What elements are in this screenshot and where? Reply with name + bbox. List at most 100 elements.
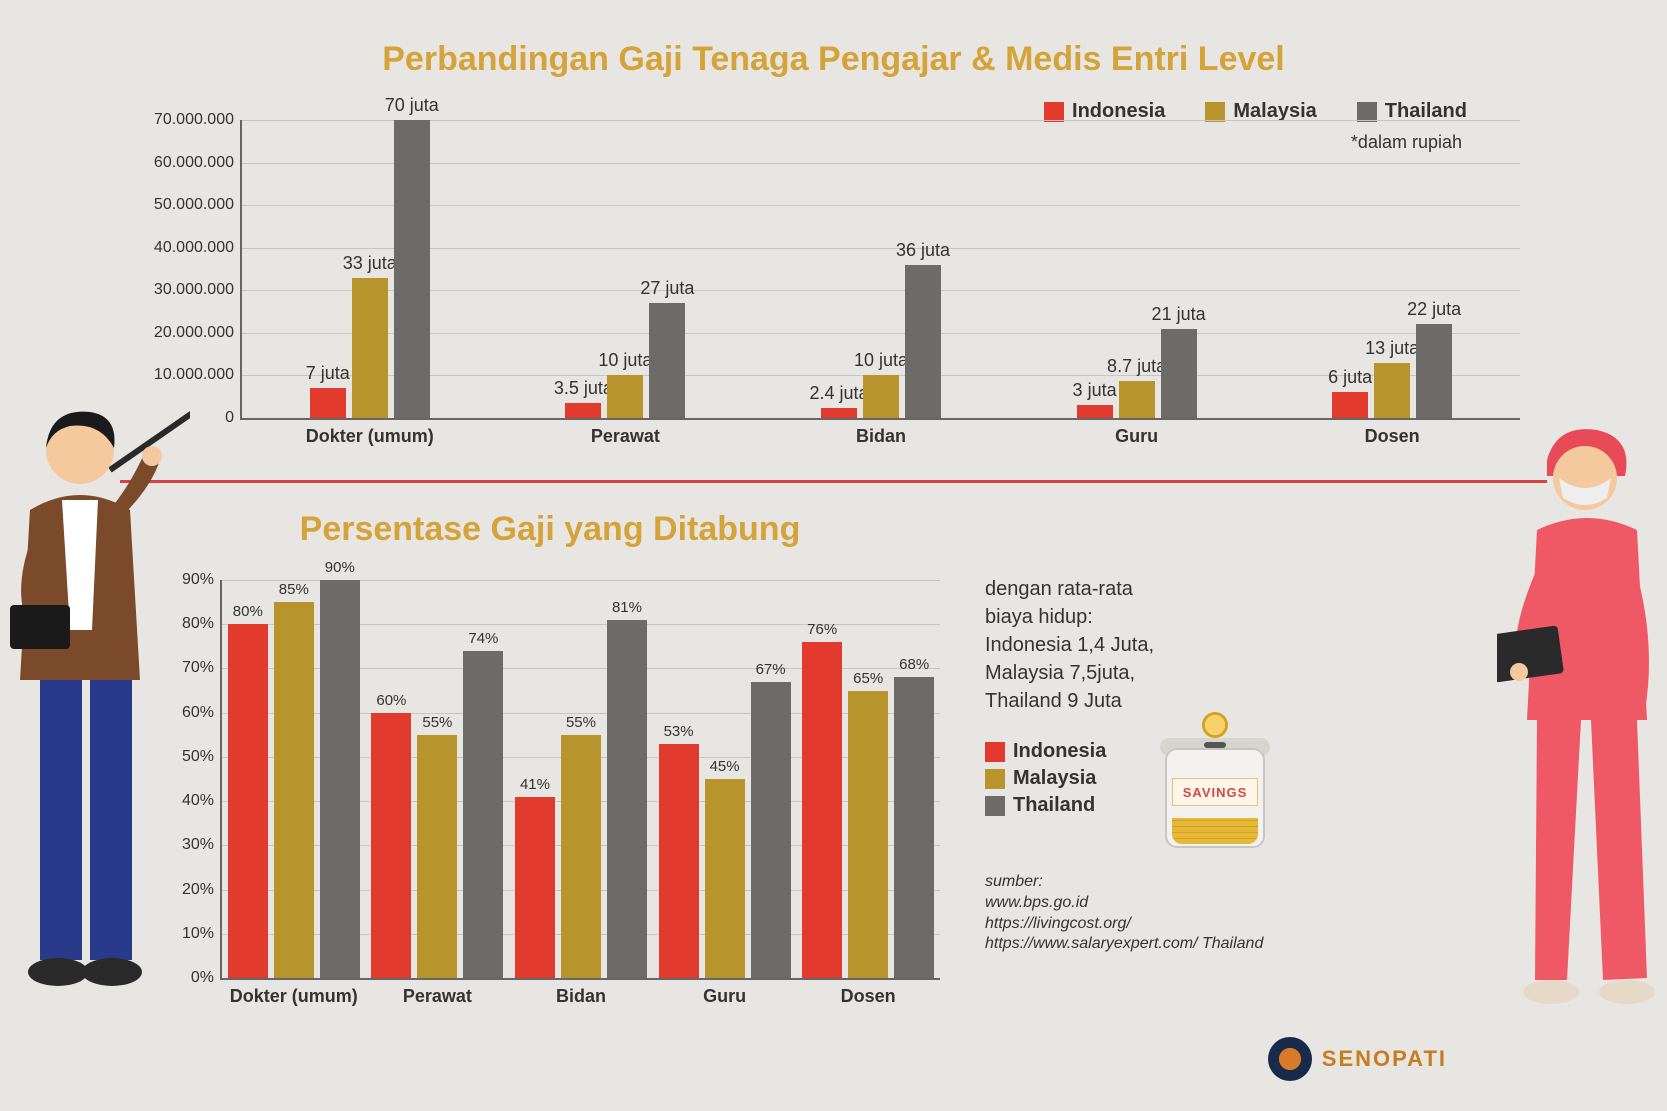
bar-thailand: 22 juta <box>1416 324 1452 418</box>
bar-malaysia: 33 juta <box>352 278 388 418</box>
bar-value-label: 6 juta <box>1328 367 1372 392</box>
bar-thailand: 27 juta <box>649 303 685 418</box>
bar-value-label: 68% <box>899 656 929 677</box>
nurse-illustration <box>1497 420 1667 1040</box>
legend-swatch <box>985 769 1005 789</box>
ytick-label: 40.000.000 <box>154 239 242 257</box>
bar-group: 41%55%81%Bidan <box>509 580 653 978</box>
bar-group: 80%85%90%Dokter (umum) <box>222 580 366 978</box>
bar-value-label: 80% <box>233 603 263 624</box>
bar-thailand: 36 juta <box>905 265 941 418</box>
bar-thailand: 21 juta <box>1161 329 1197 418</box>
source-line: www.bps.go.id <box>985 893 1263 914</box>
source-line: https://www.salaryexpert.com/ Thailand <box>985 934 1263 955</box>
chart2-plot-area: 0%10%20%30%40%50%60%70%80%90%80%85%90%Do… <box>220 580 940 980</box>
bar-group: 7 juta33 juta70 jutaDokter (umum) <box>242 120 498 418</box>
side-text-line: Malaysia 7,5juta, <box>985 659 1245 687</box>
bar-indonesia: 80% <box>228 624 268 978</box>
xtick-label: Dosen <box>1365 418 1420 447</box>
bar-value-label: 65% <box>853 670 883 691</box>
chart2-title: Persentase Gaji yang Ditabung <box>200 510 900 549</box>
bar-value-label: 7 juta <box>306 363 350 388</box>
section-divider <box>120 480 1547 483</box>
bar-value-label: 22 juta <box>1407 299 1461 324</box>
legend-swatch <box>985 796 1005 816</box>
bar-value-label: 10 juta <box>854 350 908 375</box>
chart2-title-text: Persentase Gaji yang Ditabung <box>300 510 801 548</box>
bar-group: 6 juta13 juta22 jutaDosen <box>1264 120 1520 418</box>
ytick-label: 70.000.000 <box>154 111 242 129</box>
xtick-label: Perawat <box>403 978 472 1007</box>
bar-value-label: 2.4 juta <box>809 383 868 408</box>
xtick-label: Perawat <box>591 418 660 447</box>
bar-thailand: 90% <box>320 580 360 978</box>
bar-group: 3 juta8.7 juta21 jutaGuru <box>1009 120 1265 418</box>
chart2-side-text: dengan rata-rata biaya hidup: Indonesia … <box>985 575 1245 715</box>
bar-indonesia: 6 juta <box>1332 392 1368 418</box>
bar-indonesia: 3.5 juta <box>565 403 601 418</box>
legend-swatch <box>985 742 1005 762</box>
bar-value-label: 45% <box>710 758 740 779</box>
bar-malaysia: 55% <box>561 735 601 978</box>
ytick-label: 0 <box>225 409 242 427</box>
bar-group: 60%55%74%Perawat <box>366 580 510 978</box>
bar-value-label: 10 juta <box>598 350 652 375</box>
bar-malaysia: 45% <box>705 779 745 978</box>
legend-swatch <box>1205 102 1225 122</box>
bar-thailand: 74% <box>463 651 503 978</box>
side-text-line: dengan rata-rata <box>985 575 1245 603</box>
chart1-title-text: Perbandingan Gaji Tenaga Pengajar & Medi… <box>382 40 1285 78</box>
bar-value-label: 13 juta <box>1365 338 1419 363</box>
legend-item: Thailand <box>985 794 1106 817</box>
bars-row: 80%85%90%Dokter (umum)60%55%74%Perawat41… <box>222 580 940 978</box>
xtick-label: Dokter (umum) <box>306 418 434 447</box>
bar-value-label: 21 juta <box>1152 304 1206 329</box>
bar-value-label: 60% <box>376 692 406 713</box>
bar-indonesia: 53% <box>659 744 699 978</box>
bar-malaysia: 65% <box>848 691 888 978</box>
side-text-line: biaya hidup: <box>985 603 1245 631</box>
bar-group: 2.4 juta10 juta36 jutaBidan <box>753 120 1009 418</box>
bar-thailand: 67% <box>751 682 791 978</box>
legend-label: Thailand <box>1013 794 1095 817</box>
legend-item: Malaysia <box>985 767 1106 790</box>
ytick-label: 50.000.000 <box>154 196 242 214</box>
chart2-legend: Indonesia Malaysia Thailand <box>985 740 1106 817</box>
bar-value-label: 8.7 juta <box>1107 356 1166 381</box>
bar-group: 53%45%67%Guru <box>653 580 797 978</box>
bar-value-label: 70 juta <box>385 95 439 120</box>
xtick-label: Bidan <box>556 978 606 1007</box>
chart2: 0%10%20%30%40%50%60%70%80%90%80%85%90%Do… <box>220 580 940 980</box>
bar-indonesia: 60% <box>371 713 411 978</box>
bar-group: 3.5 juta10 juta27 jutaPerawat <box>498 120 754 418</box>
chart1: 010.000.00020.000.00030.000.00040.000.00… <box>240 120 1520 420</box>
legend-swatch <box>1357 102 1377 122</box>
savings-jar-icon: SAVINGS <box>1160 718 1270 848</box>
bar-value-label: 53% <box>664 723 694 744</box>
ytick-label: 30.000.000 <box>154 281 242 299</box>
xtick-label: Dokter (umum) <box>230 978 358 1007</box>
bar-indonesia: 41% <box>515 797 555 978</box>
bar-value-label: 33 juta <box>343 253 397 278</box>
bar-malaysia: 85% <box>274 602 314 978</box>
brand-icon <box>1268 1037 1312 1081</box>
side-text-line: Thailand 9 Juta <box>985 687 1245 715</box>
sources-heading: sumber: <box>985 872 1263 893</box>
ytick-label: 10.000.000 <box>154 366 242 384</box>
bar-malaysia: 10 juta <box>607 375 643 418</box>
bar-malaysia: 55% <box>417 735 457 978</box>
bar-value-label: 67% <box>756 661 786 682</box>
bar-group: 76%65%68%Dosen <box>796 580 940 978</box>
bar-value-label: 3 juta <box>1073 380 1117 405</box>
chart1-title: Perbandingan Gaji Tenaga Pengajar & Medi… <box>0 40 1667 79</box>
bar-value-label: 76% <box>807 621 837 642</box>
bar-value-label: 27 juta <box>640 278 694 303</box>
xtick-label: Guru <box>703 978 746 1007</box>
bar-value-label: 55% <box>566 714 596 735</box>
bar-value-label: 81% <box>612 599 642 620</box>
legend-swatch <box>1044 102 1064 122</box>
bar-value-label: 90% <box>325 559 355 580</box>
bar-indonesia: 7 juta <box>310 388 346 418</box>
xtick-label: Dosen <box>841 978 896 1007</box>
teacher-illustration <box>0 400 190 1020</box>
